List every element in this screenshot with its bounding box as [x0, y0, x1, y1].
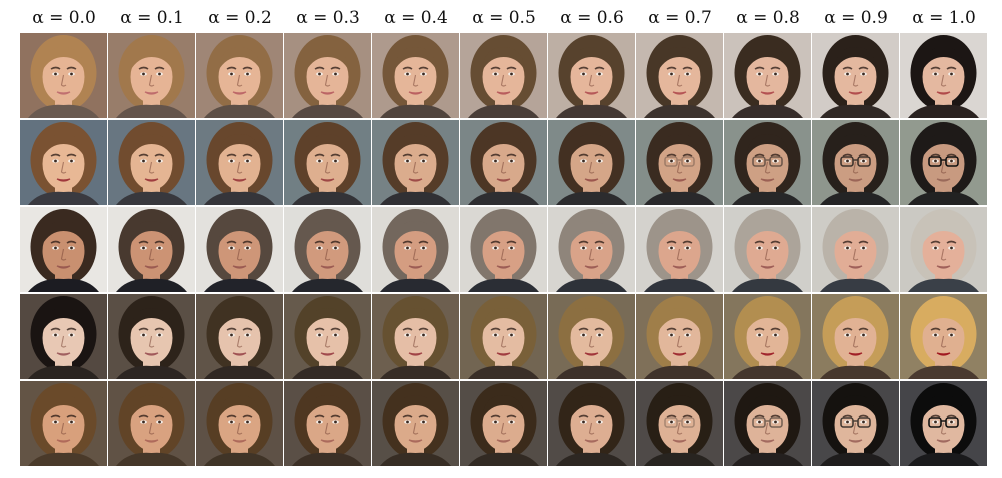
face-image	[284, 381, 371, 466]
alpha-label: α = 0.5	[472, 8, 536, 28]
face-row	[20, 294, 988, 379]
alpha-label: α = 0.0	[32, 8, 96, 28]
face-image	[372, 381, 459, 466]
face-image	[460, 207, 547, 292]
face-image	[900, 381, 987, 466]
face-image	[372, 33, 459, 118]
face-image	[548, 207, 635, 292]
face-image	[20, 207, 107, 292]
face-image	[900, 33, 987, 118]
face-image	[548, 120, 635, 205]
face-image	[460, 120, 547, 205]
face-image	[548, 381, 635, 466]
face-image	[108, 381, 195, 466]
face-image	[372, 207, 459, 292]
face-image	[900, 120, 987, 205]
face-image	[636, 294, 723, 379]
face-image	[812, 294, 899, 379]
face-image	[20, 381, 107, 466]
face-image	[108, 294, 195, 379]
face-image	[20, 33, 107, 118]
alpha-label: α = 1.0	[912, 8, 976, 28]
face-image	[812, 381, 899, 466]
face-image	[196, 381, 283, 466]
face-image	[724, 294, 811, 379]
face-image	[108, 33, 195, 118]
face-image	[196, 120, 283, 205]
face-row	[20, 120, 988, 205]
face-image	[20, 294, 107, 379]
alpha-label-row: α = 0.0 α = 0.1 α = 0.2 α = 0.3 α = 0.4 α = 0…	[20, 8, 988, 34]
face-image	[900, 207, 987, 292]
face-image	[636, 120, 723, 205]
face-image	[548, 294, 635, 379]
alpha-label: α = 0.1	[120, 8, 184, 28]
face-row	[20, 207, 988, 292]
face-image	[196, 207, 283, 292]
alpha-label: α = 0.6	[560, 8, 624, 28]
face-image	[812, 120, 899, 205]
face-image	[372, 120, 459, 205]
face-image	[284, 207, 371, 292]
alpha-label: α = 0.9	[824, 8, 888, 28]
face-image	[284, 120, 371, 205]
face-image	[460, 294, 547, 379]
face-image	[636, 33, 723, 118]
face-image	[460, 33, 547, 118]
face-image	[724, 33, 811, 118]
face-grid	[20, 33, 988, 473]
face-image	[460, 381, 547, 466]
face-image	[284, 33, 371, 118]
face-row	[20, 33, 988, 118]
face-image	[108, 120, 195, 205]
face-image	[284, 294, 371, 379]
face-image	[812, 207, 899, 292]
face-image	[724, 207, 811, 292]
face-image	[196, 33, 283, 118]
interpolation-figure: α = 0.0 α = 0.1 α = 0.2 α = 0.3 α = 0.4 α = 0…	[20, 0, 988, 478]
face-image	[108, 207, 195, 292]
alpha-label: α = 0.4	[384, 8, 448, 28]
alpha-label: α = 0.7	[648, 8, 712, 28]
face-image	[372, 294, 459, 379]
face-image	[636, 207, 723, 292]
alpha-label: α = 0.2	[208, 8, 272, 28]
face-row	[20, 381, 988, 466]
face-image	[196, 294, 283, 379]
face-image	[548, 33, 635, 118]
face-image	[20, 120, 107, 205]
face-image	[724, 381, 811, 466]
alpha-label: α = 0.3	[296, 8, 360, 28]
face-image	[812, 33, 899, 118]
alpha-label: α = 0.8	[736, 8, 800, 28]
face-image	[636, 381, 723, 466]
face-image	[900, 294, 987, 379]
face-image	[724, 120, 811, 205]
